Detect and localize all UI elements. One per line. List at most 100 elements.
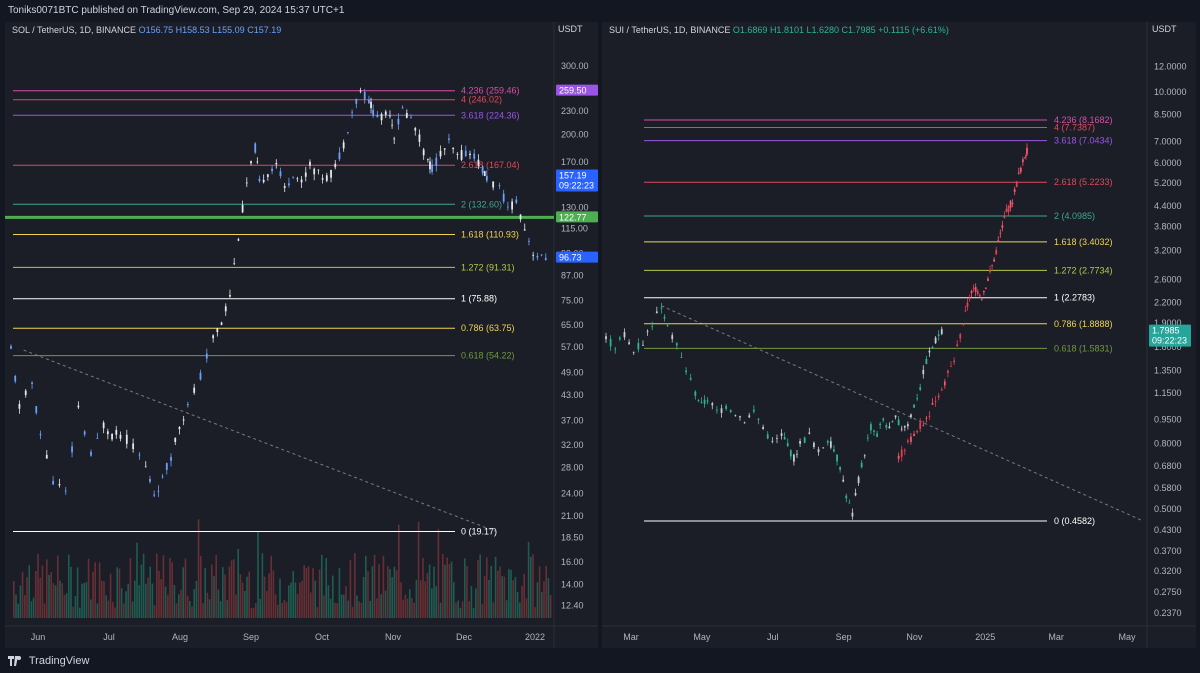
sol-volume-bar: [543, 581, 545, 618]
sol-volume-bar: [393, 566, 396, 618]
sol-volume-bar: [46, 559, 48, 618]
sol-volume-bar: [483, 576, 486, 618]
sol-volume-bar: [391, 577, 393, 618]
sol-volume-bar: [235, 594, 237, 618]
sui-candle: [829, 441, 832, 448]
sui-x-tick: Sep: [836, 632, 852, 642]
sol-candle: [448, 138, 450, 140]
sol-candle: [309, 161, 311, 166]
sol-volume-bar: [310, 592, 312, 618]
sol-price-tag-time: 09:22:23: [559, 180, 594, 190]
sol-chart-svg[interactable]: 300.00260.00230.00200.00170.00150.00130.…: [5, 22, 598, 648]
sol-volume-bar: [76, 567, 79, 618]
sol-volume-bar: [384, 590, 387, 618]
sui-future-candle: [997, 240, 1000, 242]
sol-volume-bar: [532, 554, 534, 618]
sol-candle: [384, 111, 387, 115]
sol-candle: [77, 405, 80, 408]
sol-volume-bar: [382, 555, 385, 618]
sui-candle: [725, 405, 728, 409]
sol-price-tag-text: 122.77: [559, 212, 587, 222]
sol-volume-bar: [136, 542, 138, 618]
sol-candle: [254, 143, 257, 153]
sol-candle: [469, 153, 471, 156]
sol-candle: [477, 159, 480, 166]
sui-y-tick: 1.1500: [1154, 388, 1182, 398]
sui-candle: [789, 450, 792, 457]
sui-candle: [762, 426, 765, 430]
sui-chart-svg[interactable]: 12.0000 10.0000 8.5000 7.0000 6.0000 5.2000 4.…: [602, 22, 1196, 648]
sui-fib-label: 4.236 (8.1682): [1054, 115, 1113, 125]
sui-price-tag: [1149, 324, 1191, 347]
sol-candle: [519, 214, 522, 220]
sol-volume-bar: [257, 531, 259, 618]
sui-candle: [739, 416, 741, 418]
sol-volume-bar: [39, 577, 41, 618]
sol-volume-bar: [30, 601, 33, 618]
sol-volume-bar: [318, 569, 321, 618]
sol-candle: [317, 169, 320, 171]
sui-y-tick: 8.5000: [1154, 109, 1182, 119]
sol-volume-bar: [200, 555, 202, 618]
sol-volume-bar: [180, 589, 182, 618]
sui-candle: [854, 492, 857, 496]
sui-future-candle: [940, 389, 943, 391]
sui-candle: [651, 326, 654, 328]
sol-candle: [144, 466, 147, 468]
sui-future-candle: [1001, 225, 1004, 228]
sol-volume-bar: [307, 566, 310, 618]
sol-candle: [24, 390, 27, 396]
sui-candle: [628, 342, 631, 345]
sol-candle: [355, 99, 358, 104]
sol-volume-bar: [365, 555, 367, 618]
sol-fib-label: 2.618 (167.04): [461, 160, 520, 170]
sui-candle: [743, 422, 746, 424]
sol-volume-bar: [222, 567, 224, 618]
sui-future-candle: [931, 402, 934, 405]
sol-candle: [106, 431, 109, 435]
sol-volume-bar: [266, 590, 268, 618]
sui-y-tick: 1.6000: [1154, 342, 1182, 352]
sol-volume-bar: [285, 601, 288, 618]
sui-candle: [757, 418, 760, 420]
sol-candle: [83, 431, 86, 435]
sol-volume-bar: [125, 591, 127, 618]
sol-volume-bar: [169, 558, 171, 618]
sui-candle: [885, 425, 888, 428]
sui-fib-label: 3.618 (7.0434): [1054, 136, 1113, 146]
sol-volume-bar: [15, 594, 17, 618]
sol-volume-bar: [422, 557, 424, 618]
sui-future-candle: [1003, 215, 1006, 219]
sol-chart-panel[interactable]: 300.00260.00230.00200.00170.00150.00130.…: [5, 22, 598, 648]
sui-chart-panel[interactable]: 12.0000 10.0000 8.5000 7.0000 6.0000 5.2000 4.…: [602, 22, 1196, 648]
sui-future-candle: [991, 265, 993, 267]
sol-close: C157.19: [247, 25, 282, 35]
sui-candle: [842, 479, 845, 482]
sol-candle: [372, 109, 375, 116]
sol-price-tag: [556, 169, 598, 192]
sol-fib-label: 0 (19.17): [461, 527, 497, 537]
sui-candle: [897, 419, 900, 426]
sui-x-tick: 2025: [975, 632, 995, 642]
sol-candle: [435, 157, 438, 166]
sol-volume-bar: [105, 595, 107, 618]
sol-candle: [220, 322, 223, 325]
sol-candle: [125, 434, 128, 444]
sui-candle: [680, 357, 683, 358]
sol-volume-bar: [28, 565, 30, 618]
sui-x-tick: Mar: [1048, 632, 1064, 642]
sui-y-tick: 0.2370: [1154, 608, 1182, 618]
sol-volume-bar: [274, 594, 277, 618]
sol-candle: [279, 171, 282, 177]
sol-volume-bar: [435, 586, 437, 618]
sui-candle: [675, 343, 678, 346]
sol-candle: [216, 328, 219, 333]
sui-candle: [803, 437, 806, 443]
sol-volume-bar: [206, 592, 209, 618]
sol-candle: [532, 254, 535, 256]
sol-volume-bar: [461, 601, 464, 618]
sol-fib-label: 1.272 (91.31): [461, 262, 515, 272]
sui-candle: [822, 447, 825, 449]
sui-y-tick: 1.3500: [1154, 366, 1182, 376]
sol-candle: [212, 335, 215, 339]
